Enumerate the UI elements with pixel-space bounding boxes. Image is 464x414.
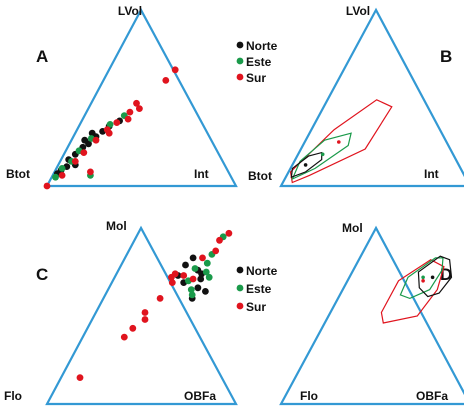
legend-marker-este — [236, 284, 244, 292]
vertex-label-right: OBFa — [416, 389, 448, 403]
mean-point-sur — [337, 140, 341, 144]
data-point-sur — [189, 275, 197, 283]
data-point-este — [202, 268, 210, 276]
data-point-sur — [212, 247, 220, 255]
data-point-sur — [136, 105, 143, 112]
panel-c: Mol Flo OBFa C — [4, 219, 238, 406]
vertex-label-right: Int — [194, 167, 209, 181]
data-point-este — [188, 291, 196, 299]
data-point-sur — [156, 295, 164, 302]
legend-bottom: Norte Este Sur — [236, 264, 278, 314]
data-point-sur — [168, 273, 175, 281]
data-point-sur — [141, 309, 149, 316]
data-point-norte — [194, 284, 202, 292]
data-point-sur — [126, 108, 134, 116]
vertex-label-left: Btot — [248, 169, 272, 183]
legend-top: Norte Este Sur — [236, 39, 278, 85]
data-point-norte — [182, 261, 189, 269]
vertex-label-left: Btot — [6, 167, 30, 181]
data-point-sur — [80, 149, 88, 157]
panel-letter: A — [36, 47, 48, 66]
data-point-sur — [92, 136, 100, 144]
data-point-este — [52, 173, 59, 181]
data-point-este — [191, 265, 199, 272]
vertex-label-right: OBFa — [184, 389, 216, 403]
data-point-sur — [113, 119, 121, 126]
panel-letter: C — [36, 265, 48, 284]
vertex-label-top: LVol — [346, 4, 370, 18]
vertex-label-right: Int — [424, 167, 439, 181]
data-point-sur — [168, 279, 176, 286]
panel-letter: B — [440, 47, 452, 66]
data-point-sur — [87, 168, 94, 176]
legend-marker-sur — [236, 302, 244, 310]
data-point-sur — [43, 182, 51, 190]
data-point-sur — [162, 77, 170, 84]
legend-label: Este — [246, 55, 272, 69]
data-point-este — [187, 286, 195, 293]
vertex-label-left: Flo — [300, 389, 318, 403]
field-norte — [417, 255, 453, 298]
mean-point-este — [320, 152, 325, 157]
data-point-sur — [171, 66, 179, 74]
data-point-sur — [141, 316, 149, 323]
field-norte — [290, 151, 323, 179]
legend-label: Este — [246, 282, 272, 296]
data-point-este — [203, 259, 211, 267]
legend-marker-norte — [236, 266, 244, 274]
data-point-este — [58, 165, 66, 172]
vertex-label-top: Mol — [106, 219, 127, 233]
legend-label: Norte — [246, 264, 278, 278]
data-point-norte — [202, 288, 209, 295]
data-point-sur — [103, 126, 111, 134]
data-point-sur — [225, 229, 233, 237]
data-point-norte — [88, 129, 96, 137]
data-point-norte — [189, 254, 197, 262]
data-point-norte — [197, 275, 205, 283]
data-point-sur — [216, 236, 223, 244]
legend-label: Norte — [246, 39, 278, 53]
vertex-label-top: LVol — [118, 4, 142, 18]
panel-d: Mol Flo OBFa D — [279, 221, 464, 406]
data-point-sur — [76, 374, 84, 381]
ternary-triangle — [279, 225, 464, 406]
panel-a: LVol Btot Int A — [6, 4, 238, 190]
legend-label: Sur — [246, 300, 266, 314]
field-sur — [380, 259, 445, 324]
data-point-sur — [129, 324, 137, 332]
data-point-este — [106, 121, 114, 128]
field-este — [399, 257, 444, 300]
data-point-sur — [133, 99, 140, 107]
data-point-sur — [124, 115, 132, 123]
mean-point-sur — [421, 279, 425, 283]
ternary-triangle — [45, 225, 238, 406]
legend-marker-este — [236, 57, 244, 65]
ternary-triangle — [45, 7, 238, 188]
legend-marker-sur — [236, 73, 244, 81]
data-point-sur — [180, 272, 188, 279]
mean-point-norte — [303, 163, 308, 167]
field-este — [291, 132, 352, 181]
mean-point-este — [421, 275, 425, 280]
legend-marker-norte — [236, 41, 244, 49]
mean-point-norte — [430, 275, 435, 280]
vertex-label-top: Mol — [342, 221, 363, 235]
legend-label: Sur — [246, 71, 266, 85]
vertex-label-left: Flo — [4, 389, 22, 403]
data-point-este — [205, 273, 213, 281]
ternary-triangle — [279, 7, 464, 188]
data-point-sur — [58, 172, 66, 179]
data-point-sur — [120, 333, 128, 341]
data-point-norte — [81, 136, 89, 144]
panel-b: LVol Btot Int B — [248, 4, 464, 188]
data-point-sur — [199, 254, 206, 262]
data-point-sur — [71, 158, 79, 165]
